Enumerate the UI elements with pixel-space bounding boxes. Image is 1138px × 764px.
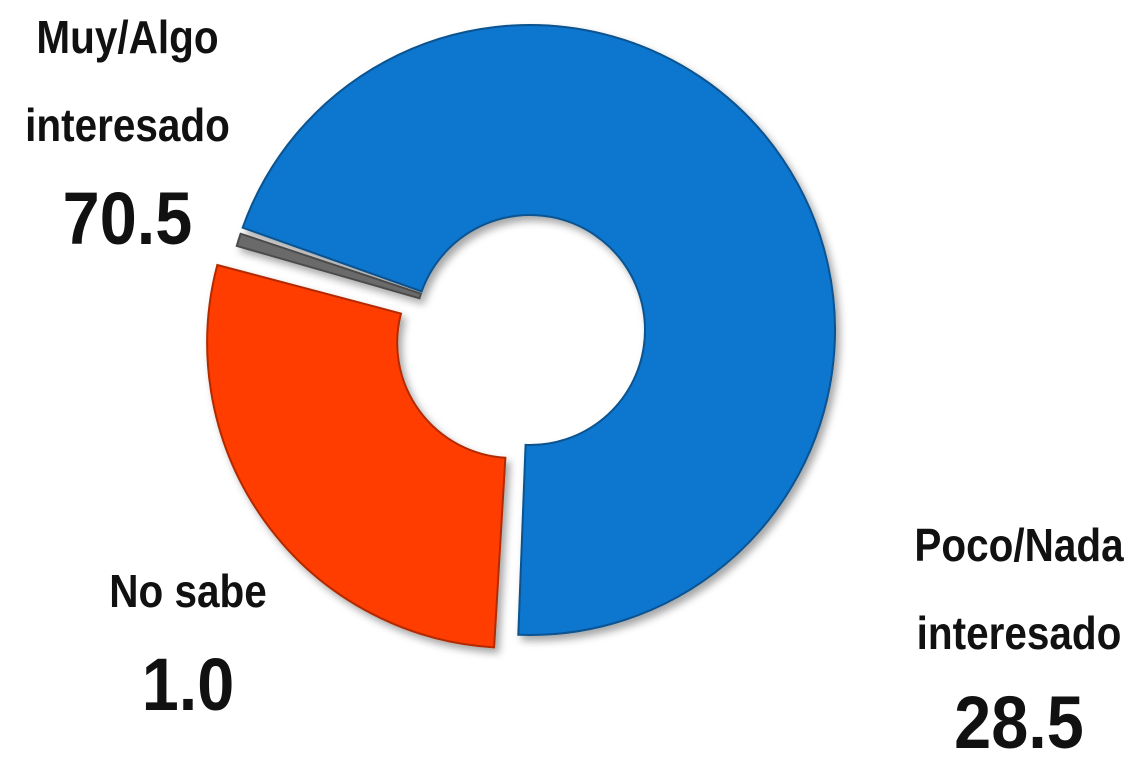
label-no-sabe-line1: No sabe: [109, 565, 267, 617]
label-no-sabe: No sabe 1.0: [88, 568, 288, 722]
label-muy-algo-line2: interesado: [25, 99, 230, 151]
label-poco-nada-line2: interesado: [916, 607, 1122, 659]
label-muy-algo-line1: Muy/Algo: [36, 11, 219, 63]
value-no-sabe: 1.0: [141, 643, 235, 726]
label-poco-nada-line1: Poco/Nada: [914, 519, 1124, 571]
slice-muy-algo: [241, 24, 836, 636]
slice-no-sabe: [235, 232, 423, 300]
slice-poco-nada: [206, 263, 507, 649]
value-muy-algo: 70.5: [62, 177, 193, 260]
value-poco-nada: 28.5: [954, 681, 1084, 764]
label-muy-algo: Muy/Algo interesado 70.5: [10, 14, 245, 256]
label-poco-nada: Poco/Nada interesado 28.5: [900, 522, 1138, 760]
